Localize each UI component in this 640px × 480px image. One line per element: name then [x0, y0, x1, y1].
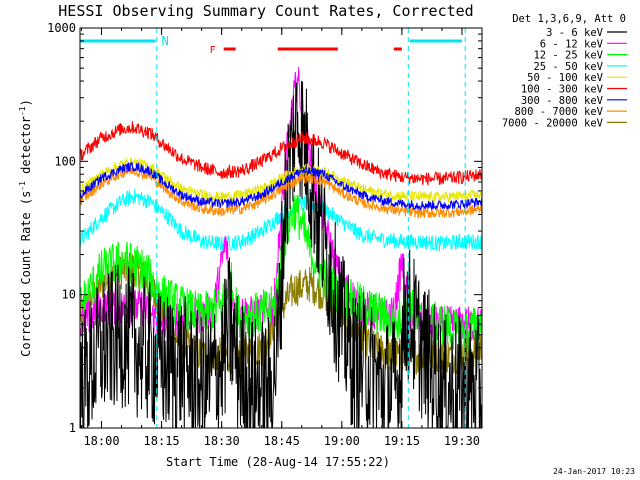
legend-header: Det 1,3,6,9, Att 0 [512, 13, 626, 25]
x-tick-label: 18:45 [264, 434, 300, 448]
y-tick-label: 1 [69, 421, 76, 435]
x-tick-label: 18:00 [83, 434, 119, 448]
x-tick-label: 19:15 [384, 434, 420, 448]
legend-label: 25 - 50 keV [533, 61, 603, 73]
x-axis: 18:00 18:15 18:30 18:45 19:00 19:15 19:30 [80, 28, 483, 448]
legend-label: 7000 - 20000 keV [502, 117, 604, 129]
series-layer [80, 66, 482, 428]
legend-label: 12 - 25 keV [533, 50, 603, 62]
y-tick-label: 10 [62, 288, 76, 302]
x-tick-label: 19:30 [444, 434, 480, 448]
legend-label: 50 - 100 keV [527, 72, 604, 84]
chart-title: HESSI Observing Summary Count Rates, Cor… [58, 2, 473, 20]
x-axis-label: Start Time (28-Aug-14 17:55:22) [166, 455, 390, 469]
plot-frame [79, 27, 483, 429]
legend-label: 300 - 800 keV [521, 95, 604, 107]
y-axis: 1 10 100 1000 [47, 21, 482, 435]
attenuator-bar-label: N [162, 34, 169, 48]
series-line-7 [80, 166, 482, 219]
legend-label: 800 - 7000 keV [514, 106, 603, 118]
x-tick-label: 18:15 [144, 434, 180, 448]
series-line-0 [80, 80, 482, 428]
legend-label: 100 - 300 keV [521, 84, 604, 96]
y-axis-label: Corrected Count Rate (s-1 detector-1) [18, 99, 33, 357]
series-line-5 [80, 121, 482, 186]
x-tick-label: 19:00 [324, 434, 360, 448]
dashed-markers [156, 28, 466, 428]
x-tick-label: 18:30 [204, 434, 240, 448]
status-bars: NF [79, 34, 462, 56]
legend-label: 6 - 12 keV [540, 38, 604, 50]
legend-label: 3 - 6 keV [546, 27, 604, 39]
flare-bar-label: F [210, 45, 216, 56]
series-line-6 [80, 161, 482, 212]
y-tick-label: 1000 [47, 21, 76, 35]
footer-date: 24-Jan-2017 10:23 [553, 467, 635, 476]
series-line-4 [80, 157, 482, 204]
y-tick-label: 100 [54, 154, 76, 168]
